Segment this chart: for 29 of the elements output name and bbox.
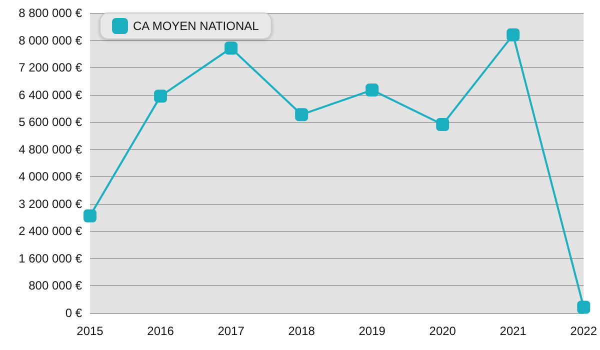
- x-tick-label: 2016: [147, 324, 174, 338]
- y-tick-label: 7 200 000 €: [18, 60, 82, 75]
- y-tick-label: 3 200 000 €: [18, 196, 82, 211]
- y-tick-label: 8 800 000 €: [18, 6, 82, 20]
- y-tick-label: 4 800 000 €: [18, 142, 82, 156]
- y-tick-label: 2 400 000 €: [18, 224, 82, 238]
- point: [224, 42, 238, 55]
- point: [84, 209, 96, 222]
- x-tick-label: 2021: [500, 324, 527, 338]
- y-tick-label: 8 000 000 €: [18, 33, 82, 48]
- y-tick-label: 6 400 000 €: [18, 88, 82, 102]
- y-tick-label: 5 600 000 €: [18, 115, 82, 130]
- x-tick-label: 2015: [76, 324, 104, 338]
- point: [506, 28, 520, 42]
- point: [436, 118, 450, 131]
- point: [366, 84, 379, 97]
- point: [154, 90, 168, 103]
- x-tick-label: 2017: [218, 324, 245, 338]
- x-tick-label: 2018: [288, 324, 316, 338]
- legend-label: CA MOYEN NATIONAL: [133, 19, 260, 33]
- y-tick-label: 0 €: [65, 306, 82, 320]
- y-tick-label: 1 600 000 €: [18, 251, 82, 266]
- point: [295, 108, 308, 122]
- point: [577, 300, 590, 314]
- x-tick-label: 2022: [570, 324, 598, 338]
- y-tick-label: 800 000 €: [28, 278, 82, 293]
- x-tick-label: 2019: [358, 324, 386, 338]
- y-tick-label: 4 000 000 €: [18, 170, 82, 184]
- x-tick-label: 2020: [429, 324, 456, 338]
